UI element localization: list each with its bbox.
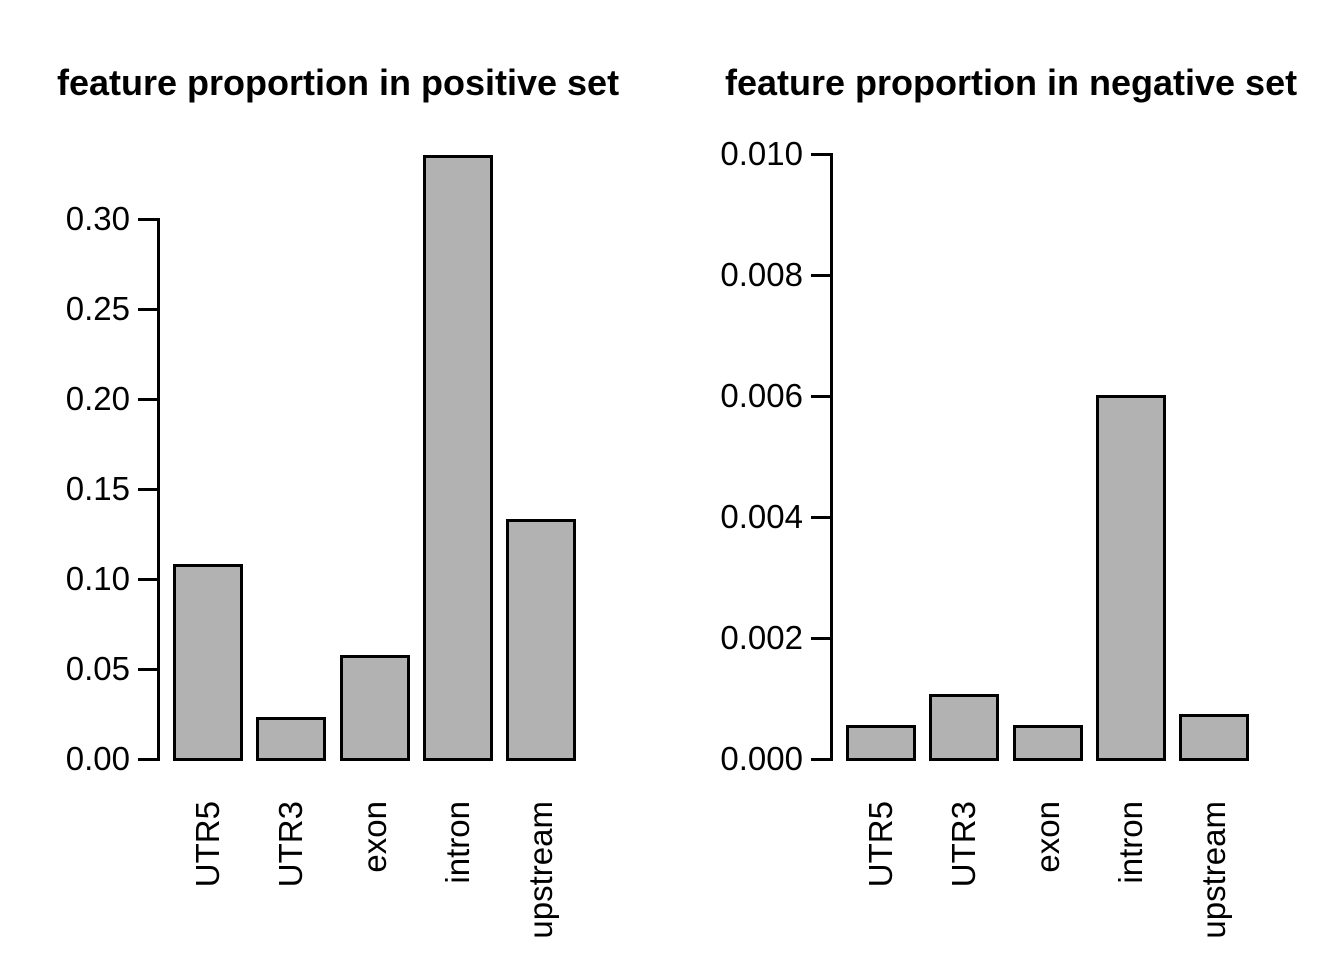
chart-title-positive-set: feature proportion in positive set (57, 62, 620, 103)
x-category-label-exon: exon (1029, 801, 1066, 873)
bar-exon (1013, 725, 1083, 761)
y-axis-line (830, 153, 833, 761)
y-tick-label: 0.30 (65, 200, 130, 237)
y-tick (811, 516, 830, 519)
y-tick (138, 668, 157, 671)
bar-upstream (1179, 714, 1249, 761)
chart-title-negative-set: feature proportion in negative set (725, 62, 1298, 103)
bar-utr3 (256, 717, 326, 761)
y-tick (811, 274, 830, 277)
y-tick (138, 758, 157, 761)
bar-utr5 (173, 564, 243, 761)
y-tick-label: 0.004 (720, 498, 803, 535)
y-tick (138, 488, 157, 491)
y-tick (811, 637, 830, 640)
bar-intron (423, 155, 493, 761)
y-tick (811, 153, 830, 156)
x-category-label-utr5: UTR5 (862, 801, 899, 888)
bar-upstream (506, 519, 576, 761)
y-tick (811, 395, 830, 398)
y-tick-label: 0.25 (65, 290, 130, 327)
y-tick-label: 0.15 (65, 470, 130, 507)
y-tick-label: 0.008 (720, 256, 803, 293)
bar-exon (340, 655, 410, 761)
y-tick-label: 0.00 (65, 740, 130, 777)
x-category-label-intron: intron (439, 801, 476, 884)
bar-utr3 (929, 694, 999, 761)
y-tick-label: 0.002 (720, 619, 803, 656)
y-tick-label: 0.000 (720, 740, 803, 777)
y-tick (138, 308, 157, 311)
y-tick-label: 0.05 (65, 650, 130, 687)
y-tick-label: 0.010 (720, 135, 803, 172)
y-tick (138, 218, 157, 221)
y-tick-label: 0.20 (65, 380, 130, 417)
x-category-label-utr3: UTR3 (272, 801, 309, 888)
x-category-label-exon: exon (356, 801, 393, 873)
x-category-label-intron: intron (1112, 801, 1149, 884)
y-tick-label: 0.006 (720, 377, 803, 414)
y-axis-line (157, 218, 160, 761)
x-category-label-utr3: UTR3 (945, 801, 982, 888)
x-category-label-upstream: upstream (1195, 801, 1232, 939)
x-category-label-utr5: UTR5 (189, 801, 226, 888)
y-tick-label: 0.10 (65, 560, 130, 597)
x-category-label-upstream: upstream (522, 801, 559, 939)
bar-intron (1096, 395, 1166, 761)
y-tick (138, 578, 157, 581)
bar-utr5 (846, 725, 916, 761)
y-tick (811, 758, 830, 761)
y-tick (138, 398, 157, 401)
